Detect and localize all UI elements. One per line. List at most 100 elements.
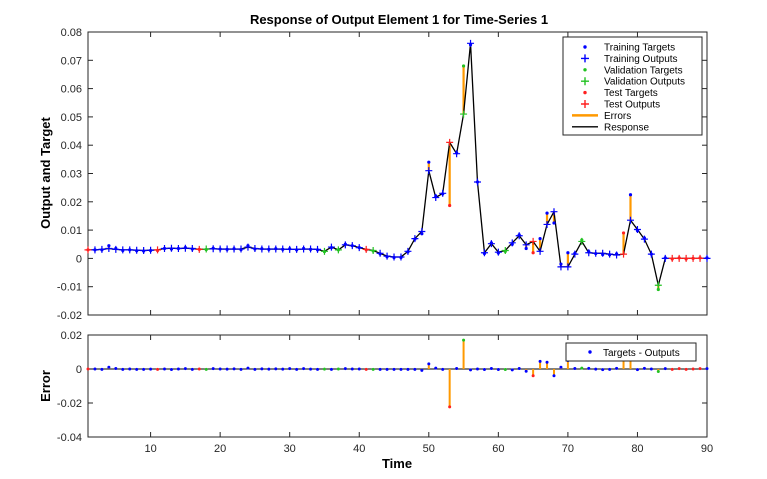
error-dot xyxy=(684,367,688,371)
error-dot xyxy=(246,366,250,370)
target-point xyxy=(545,211,549,215)
error-dot xyxy=(142,367,146,371)
error-dot xyxy=(211,367,215,371)
error-dot xyxy=(135,367,139,371)
error-dot xyxy=(288,367,292,371)
error-dot xyxy=(552,374,556,378)
output-marker xyxy=(334,246,342,254)
output-marker xyxy=(425,167,433,175)
error-dot xyxy=(260,367,264,371)
error-dot xyxy=(587,366,591,370)
output-marker xyxy=(174,244,182,252)
output-marker xyxy=(689,254,697,262)
output-marker xyxy=(647,250,655,258)
top-ytick-label: 0.03 xyxy=(61,169,82,181)
error-dot xyxy=(218,367,222,371)
error-dot xyxy=(462,338,466,342)
error-dot xyxy=(580,366,584,370)
target-point xyxy=(566,251,570,255)
output-marker xyxy=(411,235,419,243)
error-dot xyxy=(545,360,549,364)
output-marker xyxy=(341,241,349,249)
output-marker xyxy=(286,245,294,253)
output-marker xyxy=(578,237,586,245)
output-marker xyxy=(140,246,148,254)
error-dot xyxy=(392,367,396,371)
output-marker xyxy=(314,245,322,253)
target-point xyxy=(448,203,452,208)
error-dot xyxy=(336,367,340,371)
error-dot xyxy=(420,368,424,372)
output-marker xyxy=(119,246,127,254)
error-dot xyxy=(302,367,306,371)
legend-entry-label: Training Outputs xyxy=(604,54,678,65)
output-marker xyxy=(661,254,669,262)
error-dot xyxy=(100,367,104,371)
x-tick-label: 50 xyxy=(423,443,435,455)
output-marker xyxy=(167,244,175,252)
error-dot xyxy=(295,367,299,371)
output-marker xyxy=(320,247,328,255)
output-marker xyxy=(703,254,711,262)
bottom-ytick-label: 0.02 xyxy=(61,330,82,342)
output-marker xyxy=(494,248,502,256)
output-marker xyxy=(453,150,461,158)
error-dot xyxy=(86,367,90,371)
legend-dot-symbol xyxy=(588,350,592,354)
output-marker xyxy=(327,243,335,251)
top-y-axis-label: Output and Target xyxy=(38,116,53,228)
output-marker xyxy=(258,245,266,253)
output-marker xyxy=(467,39,475,47)
x-tick-label: 90 xyxy=(701,443,713,455)
error-dot xyxy=(663,367,667,371)
output-marker xyxy=(376,249,384,257)
error-dot xyxy=(649,367,653,371)
output-marker xyxy=(515,232,523,240)
output-marker xyxy=(501,246,509,254)
error-dot xyxy=(156,367,160,371)
error-dot xyxy=(677,367,681,371)
output-marker xyxy=(446,138,454,146)
top-ytick-label: -0.01 xyxy=(57,282,82,294)
output-marker xyxy=(418,228,426,236)
legend-entry-label: Response xyxy=(604,122,649,133)
output-marker xyxy=(91,246,99,254)
x-tick-label: 20 xyxy=(214,443,226,455)
output-marker xyxy=(293,245,301,253)
output-marker xyxy=(195,245,203,253)
output-marker xyxy=(181,244,189,252)
error-dot xyxy=(496,368,500,372)
error-dot xyxy=(329,367,333,371)
error-dot xyxy=(322,367,326,371)
top-ytick-label: 0.07 xyxy=(61,55,82,67)
target-point xyxy=(538,236,542,241)
x-axis-label: Time xyxy=(382,456,412,471)
error-dot xyxy=(434,366,438,370)
error-dot xyxy=(225,367,229,371)
target-point xyxy=(656,287,660,292)
error-dot xyxy=(197,367,201,371)
output-marker xyxy=(592,249,600,257)
bottom-y-axis-label: Error xyxy=(38,370,53,402)
bottom-y-ticks: -0.04 -0.02 0 0.02 xyxy=(57,330,707,444)
error-dot xyxy=(107,365,111,369)
error-dot xyxy=(385,367,389,371)
top-ytick-label: 0.05 xyxy=(61,112,82,124)
output-marker xyxy=(620,250,628,258)
error-dot xyxy=(475,367,479,371)
output-marker xyxy=(585,249,593,257)
output-marker xyxy=(675,254,683,262)
error-dot xyxy=(441,367,445,371)
error-dot xyxy=(559,365,563,369)
error-dot xyxy=(406,367,410,371)
error-dot xyxy=(489,366,493,370)
error-dot xyxy=(573,366,577,370)
top-ytick-label: -0.02 xyxy=(57,310,82,322)
error-dot xyxy=(253,367,257,371)
legend-entry-label: Errors xyxy=(604,111,631,122)
output-marker xyxy=(237,245,245,253)
output-markers xyxy=(84,39,711,289)
target-point xyxy=(531,251,535,255)
output-marker xyxy=(626,216,634,224)
